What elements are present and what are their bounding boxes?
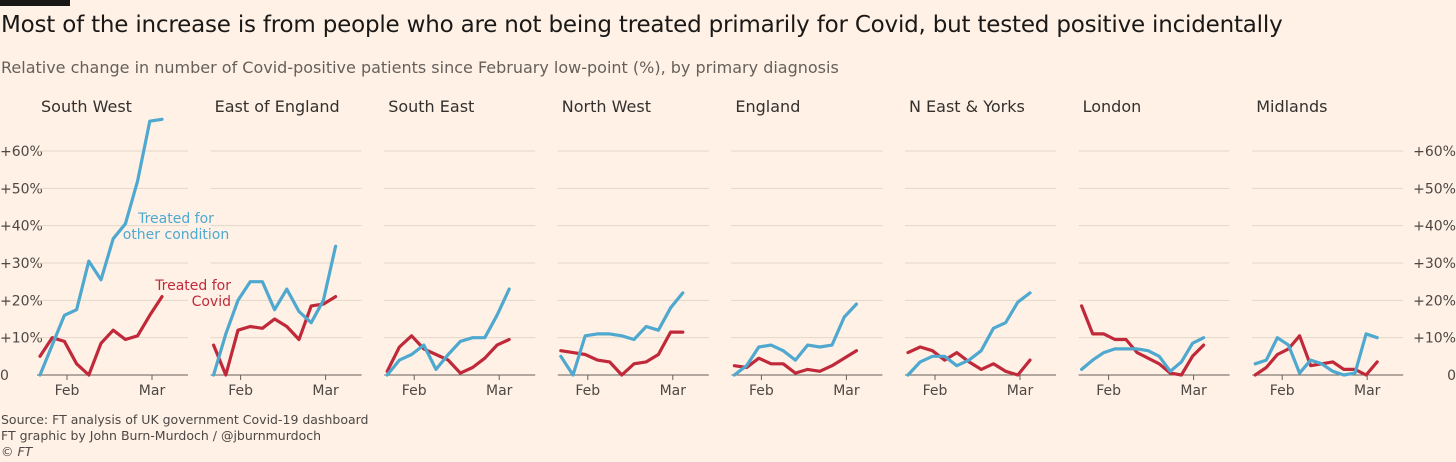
series-line-treated-for-other-condition <box>732 302 859 377</box>
source-note: Source: FT analysis of UK government Cov… <box>1 412 369 427</box>
chart-subtitle: Relative change in number of Covid-posit… <box>1 58 839 77</box>
panel-north-west: North West Feb Mar <box>557 97 709 399</box>
x-tick-label: Mar <box>486 383 513 399</box>
annotation-other: Treated for other condition <box>123 211 229 243</box>
series-line-treated-for-covid <box>38 295 164 377</box>
chart-footer: Source: FT analysis of UK government Cov… <box>1 412 369 460</box>
ft-top-bar <box>0 0 70 6</box>
y-tick-label-right: +20% <box>1413 293 1456 309</box>
panel-east-of-england: East of England Feb Mar <box>210 97 362 399</box>
y-tick-label-left: +20% <box>0 293 43 309</box>
x-tick-label: Mar <box>660 383 687 399</box>
x-tick-label: Feb <box>575 383 600 399</box>
x-tick-label: Mar <box>833 383 860 399</box>
annotation-covid: Treated for Covid <box>154 278 231 310</box>
series-line-treated-for-other-condition <box>212 244 338 377</box>
x-tick-label: Feb <box>402 383 427 399</box>
annotation-line: other condition <box>123 227 229 243</box>
series-line-treated-for-other-condition <box>1079 336 1206 373</box>
x-tick-label: Mar <box>1180 383 1207 399</box>
series-line-treated-for-covid <box>212 295 338 377</box>
y-tick-label-right: +60% <box>1413 144 1456 160</box>
panel-title: South East <box>388 97 474 116</box>
x-tick-label: Mar <box>312 383 339 399</box>
panel-n-east-yorks: N East & Yorks Feb Mar <box>905 97 1056 399</box>
series-line-treated-for-other-condition <box>38 117 164 377</box>
y-tick-label-right: +50% <box>1413 181 1456 197</box>
x-tick-label: Feb <box>749 383 774 399</box>
series-line-treated-for-covid <box>732 349 859 375</box>
x-tick-label: Mar <box>139 383 166 399</box>
x-tick-label: Mar <box>1354 383 1381 399</box>
x-tick-label: Feb <box>923 383 948 399</box>
series-line-treated-for-other-condition <box>559 291 685 377</box>
panel-london: London Feb Mar <box>1078 97 1230 399</box>
y-tick-label-left: +10% <box>0 331 43 347</box>
y-tick-label-right: +30% <box>1413 256 1456 272</box>
chart-title: Most of the increase is from people who … <box>1 12 1283 38</box>
panel-title: England <box>735 97 800 116</box>
x-tick-label: Feb <box>1270 383 1295 399</box>
series-line-treated-for-other-condition <box>385 287 511 377</box>
y-tick-label-right: 0 <box>1447 368 1456 384</box>
panel-title: East of England <box>215 97 340 116</box>
annotation-line: Treated for <box>154 278 231 294</box>
y-tick-label-left: +50% <box>0 181 43 197</box>
series-line-treated-for-other-condition <box>906 291 1032 377</box>
annotation-line: Covid <box>192 294 231 310</box>
credit-note: FT graphic by John Burn-Murdoch / @jburn… <box>1 428 322 443</box>
annotation-line: Treated for <box>137 211 214 227</box>
y-tick-label-left: 0 <box>0 368 9 384</box>
panel-title: London <box>1083 97 1142 116</box>
series-line-treated-for-covid <box>1079 304 1206 377</box>
panel-south-west: South West Feb Mar <box>37 97 188 399</box>
y-tick-label-left: +60% <box>0 144 43 160</box>
panel-england: England Feb Mar <box>731 97 883 399</box>
panel-title: South West <box>41 97 132 116</box>
series-line-treated-for-covid <box>906 345 1032 377</box>
y-tick-label-right: +10% <box>1413 331 1456 347</box>
y-tick-label-left: +30% <box>0 256 43 272</box>
panel-midlands: Midlands Feb Mar <box>1252 97 1404 399</box>
panel-title: N East & Yorks <box>909 97 1025 116</box>
x-tick-label: Mar <box>1007 383 1034 399</box>
x-tick-label: Feb <box>228 383 253 399</box>
x-tick-label: Feb <box>55 383 80 399</box>
y-tick-label-left: +40% <box>0 219 43 235</box>
series-line-treated-for-other-condition <box>1253 332 1379 377</box>
y-tick-label-right: +40% <box>1413 219 1456 235</box>
x-tick-label: Feb <box>1096 383 1121 399</box>
panel-title: Midlands <box>1256 97 1327 116</box>
copyright-note: © FT <box>1 444 33 459</box>
panel-south-east: South East Feb Mar <box>384 97 536 399</box>
series-line-treated-for-covid <box>385 334 511 375</box>
panel-title: North West <box>562 97 651 116</box>
